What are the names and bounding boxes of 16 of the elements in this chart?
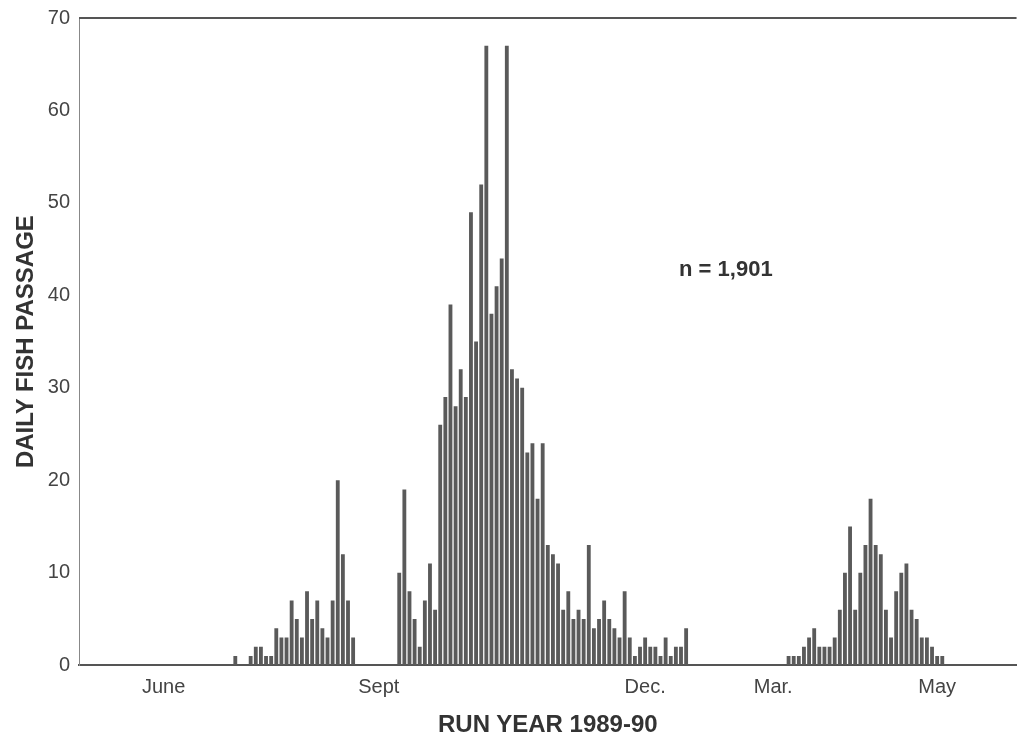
y-tick-label: 40 <box>47 282 71 305</box>
x-axis-title: RUN YEAR 1989-90 <box>437 710 658 738</box>
x-tick-label: June <box>141 674 186 697</box>
x-tick-label: Mar. <box>753 674 793 697</box>
y-tick-label: 10 <box>47 560 71 583</box>
y-axis-title: DAILY FISH PASSAGE <box>11 215 39 469</box>
x-tick-label: Sept <box>358 674 400 697</box>
y-tick-label: 70 <box>47 5 71 28</box>
y-tick-label: 30 <box>47 375 71 398</box>
x-tick-label: Dec. <box>624 674 666 697</box>
y-tick-label: 20 <box>47 467 71 490</box>
x-tick-label: May <box>918 674 957 697</box>
y-tick-label: 0 <box>58 652 71 675</box>
annotation: n = 1,901 <box>679 256 773 282</box>
y-tick-label: 60 <box>47 97 71 120</box>
y-tick-label: 50 <box>47 190 71 213</box>
